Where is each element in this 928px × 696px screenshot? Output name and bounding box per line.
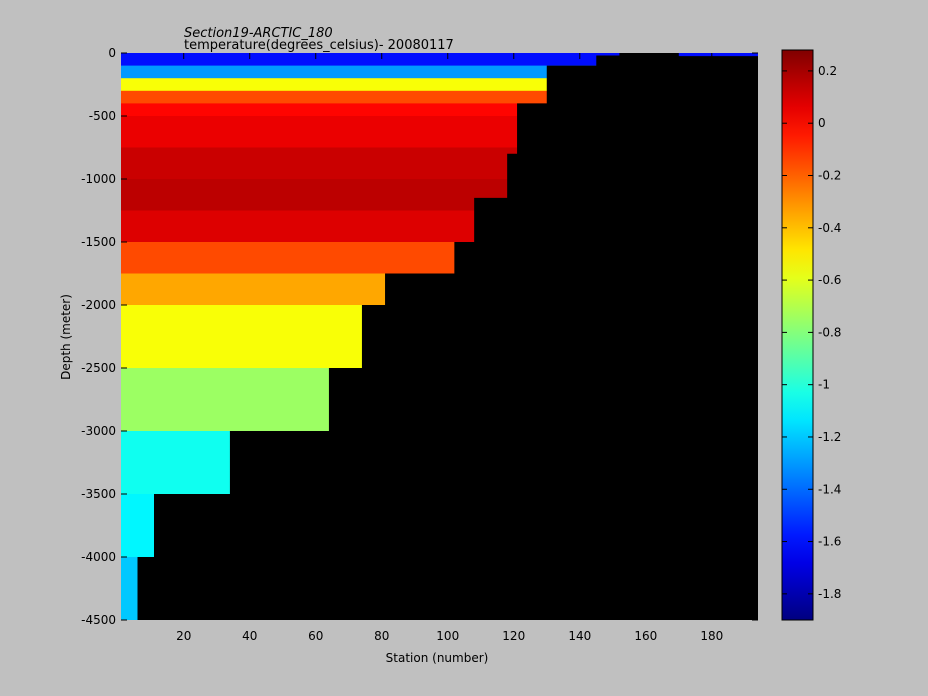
y-tick-label: -3000 — [81, 424, 116, 438]
x-tick-label: 100 — [436, 629, 459, 643]
x-axis: 20 40 60 80 100 120 140 160 180 — [176, 53, 723, 643]
y-tick-label: -2000 — [81, 298, 116, 312]
y-tick-label: -4000 — [81, 550, 116, 564]
colorbar-tick-label: -1.2 — [818, 430, 841, 444]
x-tick-label: 160 — [634, 629, 657, 643]
y-tick-label: 0 — [108, 46, 116, 60]
y-tick-label: -1000 — [81, 172, 116, 186]
y-tick-label: -2500 — [81, 361, 116, 375]
colorbar-tick-label: -1.8 — [818, 587, 841, 601]
colorbar-tick-label: -1.6 — [818, 535, 841, 549]
x-tick-label: 80 — [374, 629, 389, 643]
y-tick-label: -4500 — [81, 613, 116, 627]
colorbar-axis: 0.2 0 -0.2 -0.4 -0.6 -0.8 -1 -1.2 -1.4 -1.6 -1.8 — [782, 64, 841, 601]
colorbar-tick-label: -1.4 — [818, 482, 841, 496]
y-tick-label: -1500 — [81, 235, 116, 249]
colorbar-tick-label: -1 — [818, 378, 830, 392]
colorbar-tick-label: -0.8 — [818, 325, 841, 339]
x-tick-label: 120 — [502, 629, 525, 643]
colorbar-tick-label: -0.2 — [818, 169, 841, 183]
chart-title: Section19-ARCTIC_180 — [184, 26, 333, 41]
colorbar — [781, 49, 814, 621]
colorbar-tick-label: -0.4 — [818, 221, 841, 235]
seafloor-mask — [121, 53, 758, 620]
x-tick-label: 140 — [568, 629, 591, 643]
colorbar-tick-label: -0.6 — [818, 273, 841, 287]
x-tick-label: 60 — [308, 629, 323, 643]
y-tick-label: -3500 — [81, 487, 116, 501]
x-tick-label: 180 — [700, 629, 723, 643]
x-tick-label: 40 — [242, 629, 257, 643]
colorbar-tick-label: 0 — [818, 116, 826, 130]
x-axis-label: Station (number) — [386, 651, 489, 665]
seafloor-shape — [121, 53, 758, 620]
colorbar-tick-label: 0.2 — [818, 64, 837, 78]
y-axis: 0 -500 -1000 -1500 -2000 -2500 -3000 -3500 -4000… — [81, 46, 758, 627]
x-tick-label: 20 — [176, 629, 191, 643]
y-axis-label: Depth (meter) — [59, 294, 73, 380]
chart-subtitle: temperature(degrees_celsius)- 20080117 — [184, 38, 454, 53]
y-tick-label: -500 — [89, 109, 116, 123]
